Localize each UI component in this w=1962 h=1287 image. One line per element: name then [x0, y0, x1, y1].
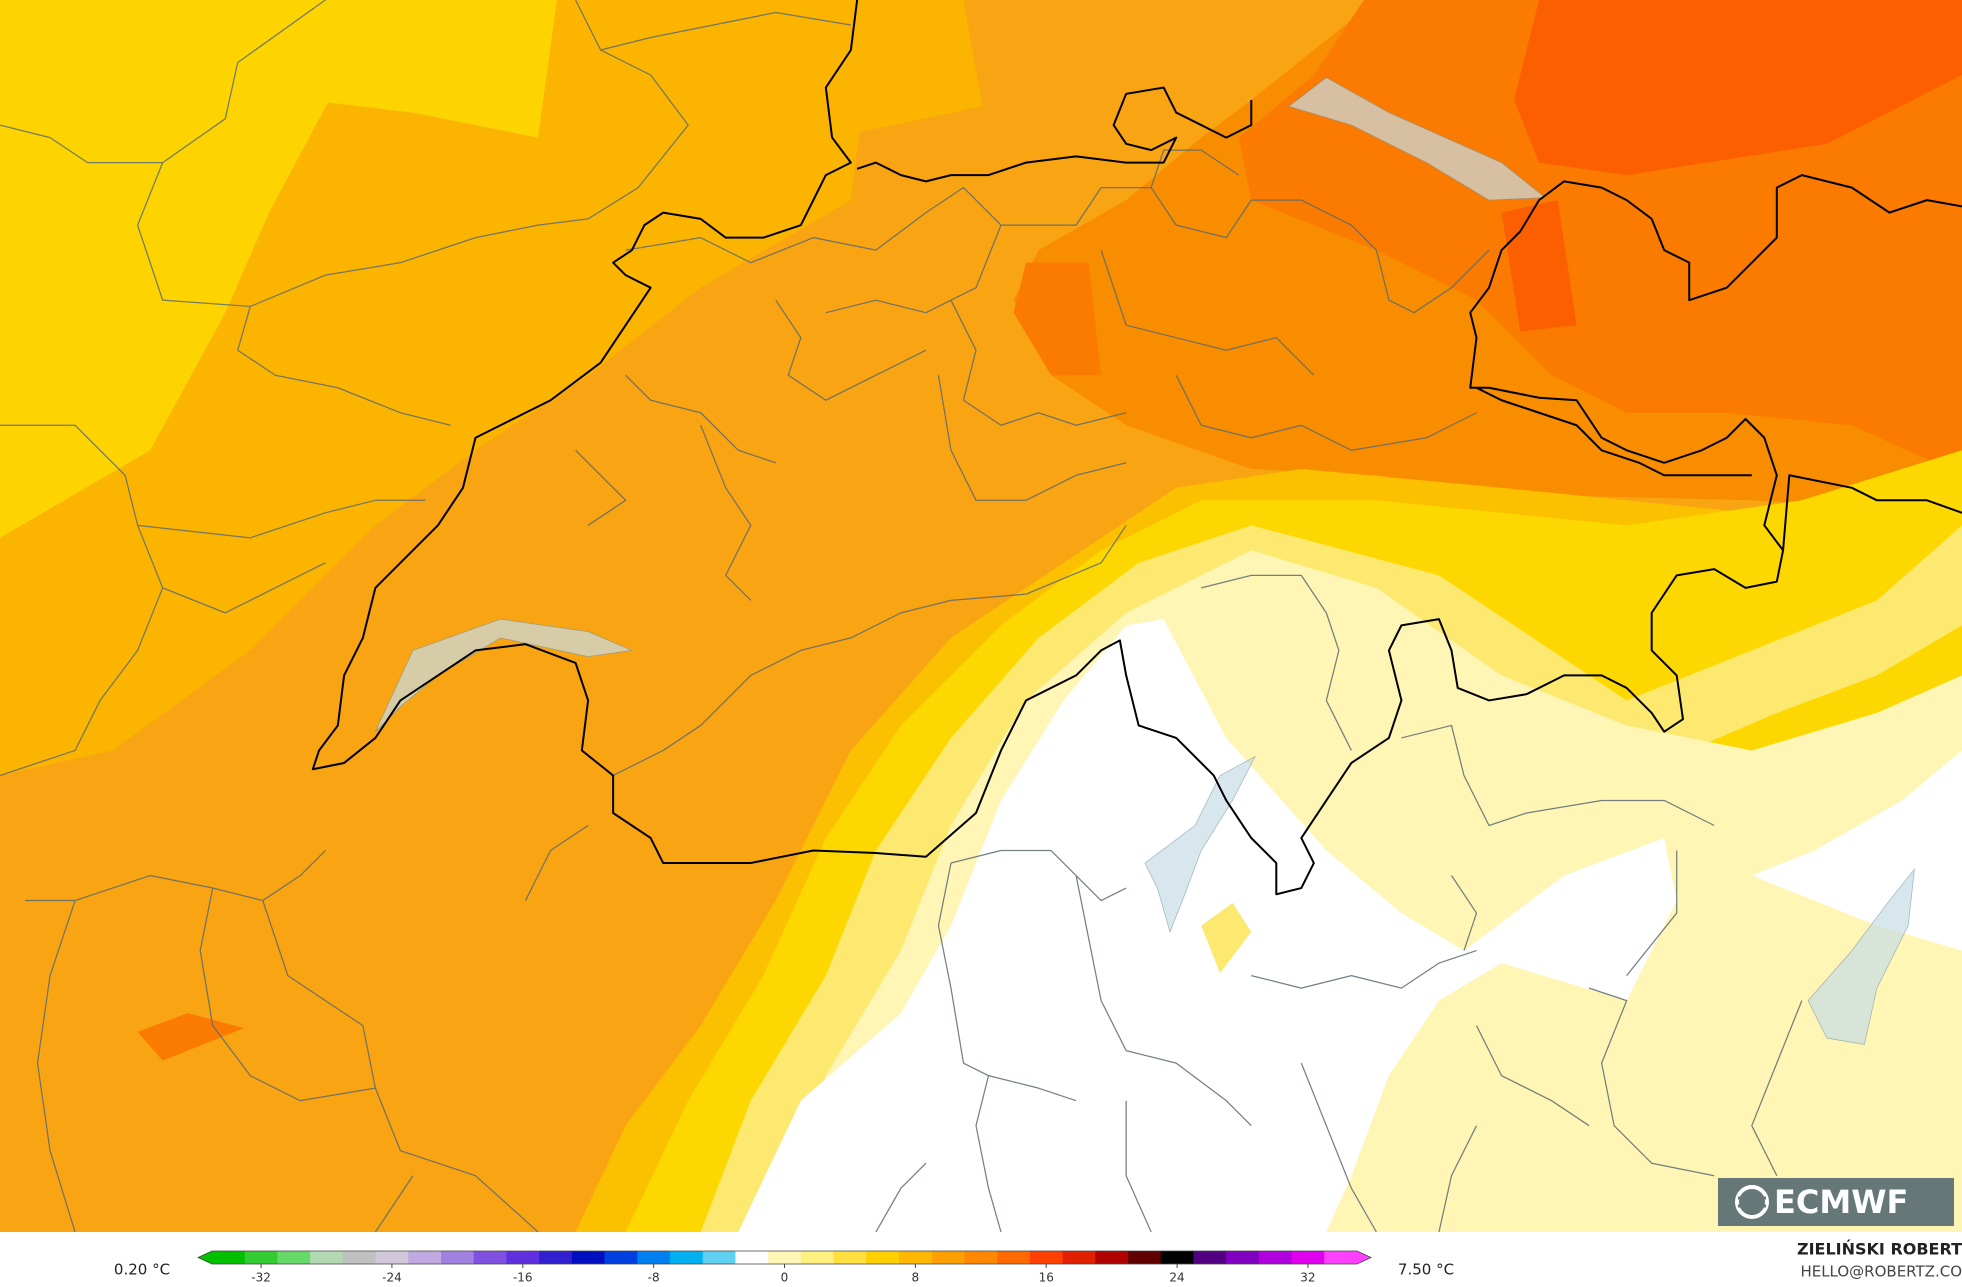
logo-text: ECMWF [1774, 1183, 1908, 1221]
colorbar-band [441, 1251, 475, 1264]
colorbar-tick-label: -24 [382, 1271, 402, 1285]
field-yellow [0, 0, 557, 538]
colorbar-band [212, 1251, 246, 1264]
colorbar-band [1160, 1251, 1194, 1264]
colorbar-band [571, 1251, 606, 1264]
colorbar-arrow-right [1357, 1251, 1371, 1264]
colorbar-band [1193, 1251, 1227, 1264]
min-label: 0.20 °C [114, 1261, 170, 1279]
colorbar-band [997, 1251, 1031, 1264]
colorbar-band [375, 1251, 409, 1264]
colorbar-tick-label: 24 [1169, 1271, 1184, 1285]
colorbar-band [670, 1251, 704, 1264]
colorbar-band [1324, 1251, 1358, 1264]
field-light-orange-n [825, 0, 983, 138]
colorbar-tick-label: -16 [513, 1271, 533, 1285]
colorbar-band [964, 1251, 998, 1264]
lake-garda [1807, 868, 1915, 1045]
field-spot-4 [1201, 903, 1252, 974]
colorbar-tick-label: 0 [781, 1271, 789, 1285]
colorbar-band [1062, 1251, 1096, 1264]
colorbar-band [1226, 1251, 1260, 1264]
colorbar-band [1128, 1251, 1162, 1264]
lake-maggiore [1144, 755, 1256, 933]
contact: HELLO@ROBERTZ.CO [1800, 1263, 1962, 1281]
colorbar-band [735, 1251, 769, 1264]
colorbar-band [800, 1251, 835, 1264]
colorbar-band [1291, 1251, 1325, 1264]
colorbar-arrow-left [198, 1251, 212, 1264]
colorbar-band [539, 1251, 573, 1264]
colorbar-band [1095, 1251, 1129, 1264]
colorbar-band [899, 1251, 933, 1264]
temperature-map [0, 0, 1962, 1232]
colorbar-band [866, 1251, 900, 1264]
field-red-orange-2 [1501, 200, 1577, 332]
colorbar-band [637, 1251, 671, 1264]
legend-strip: 0.20 °C 7.50 °C -32 -24 -16 -8 0 8 16 24 32 ZIEL… [114, 1240, 1962, 1285]
colorbar-band [1029, 1251, 1064, 1264]
colorbar-tick-label: -8 [648, 1271, 660, 1285]
author: ZIELIŃSKI ROBERT [1797, 1240, 1962, 1259]
colorbar-band [473, 1251, 507, 1264]
country-border [311, 0, 1962, 896]
colorbar-band [244, 1251, 278, 1264]
colorbar-band [833, 1251, 867, 1264]
field-spot-3 [137, 1013, 244, 1061]
colorbar-tick-label: 16 [1039, 1271, 1054, 1285]
colorbar-tick-label: -32 [251, 1271, 271, 1285]
colorbar-band [342, 1251, 377, 1264]
colorbar-band [1258, 1251, 1293, 1264]
colorbar-band [604, 1251, 638, 1264]
colorbar-band [277, 1251, 311, 1264]
colorbar-tick-label: 8 [912, 1271, 920, 1285]
lake-constance [1288, 77, 1547, 201]
colorbar-band [768, 1251, 802, 1264]
colorbar-tick-label: 32 [1300, 1271, 1315, 1285]
lake-geneva [375, 618, 634, 732]
colorbar-band [702, 1251, 736, 1264]
colorbar-band [310, 1251, 344, 1264]
logo: ECMWF [1718, 1178, 1954, 1226]
region-border-3 [612, 524, 1803, 1232]
logo-icon-lines [1738, 1196, 1766, 1208]
colorbar-outline [197, 1250, 1372, 1265]
colorbar-band [931, 1251, 965, 1264]
max-label: 7.50 °C [1398, 1261, 1454, 1279]
logo-icon [1735, 1185, 1769, 1219]
region-border [0, 0, 851, 1232]
colorbar-band [506, 1251, 540, 1264]
region-border-2 [575, 149, 1490, 601]
field-red-orange [1514, 0, 1962, 176]
field-spot-2 [1013, 262, 1102, 376]
colorbar: -32 -24 -16 -8 0 8 16 24 32 [197, 1250, 1372, 1285]
colorbar-band [408, 1251, 442, 1264]
